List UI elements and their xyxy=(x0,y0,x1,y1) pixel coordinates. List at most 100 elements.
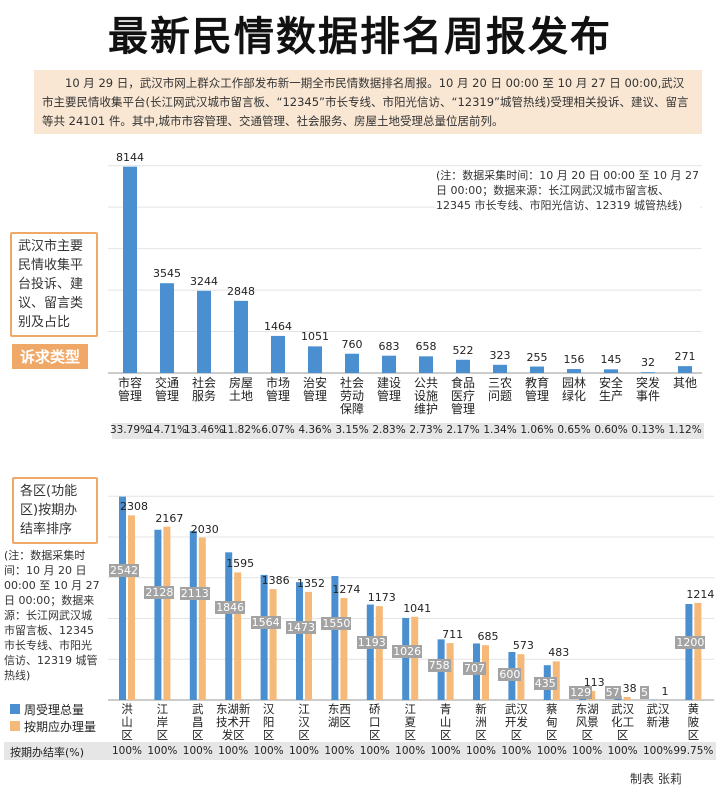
value-label: 38 xyxy=(622,681,637,695)
rate-label: 100% xyxy=(288,745,320,757)
share-label: 1.06% xyxy=(520,424,554,436)
rate-label: 100% xyxy=(359,745,390,757)
bar xyxy=(269,589,277,700)
category-label: 武昌区 xyxy=(192,702,204,742)
value-label: 1473 xyxy=(286,621,316,635)
share-label: 2.83% xyxy=(372,424,406,436)
bar xyxy=(198,537,206,700)
category-label: 新洲区 xyxy=(475,702,487,742)
value-label: 1 xyxy=(661,684,669,698)
rate-label: 100% xyxy=(536,745,567,757)
value-label: 483 xyxy=(548,646,570,660)
value-label: 156 xyxy=(563,353,585,367)
value-label: 2167 xyxy=(155,511,184,525)
bar xyxy=(493,364,507,373)
bar xyxy=(685,604,693,700)
bar xyxy=(411,616,419,700)
value-label: 573 xyxy=(512,639,534,653)
bar xyxy=(234,572,242,700)
category-label: 园林绿化 xyxy=(561,376,586,403)
chart-title: 各区(功能区)按期办结率排序 xyxy=(12,477,98,544)
value-label: 1352 xyxy=(297,576,325,590)
bar xyxy=(225,552,233,700)
rate-label: 100% xyxy=(501,745,532,757)
rate-label: 100% xyxy=(218,745,249,757)
value-label: 685 xyxy=(477,630,499,644)
bar xyxy=(366,604,374,700)
legend-swatch xyxy=(10,704,20,714)
value-label: 1595 xyxy=(226,557,255,571)
category-label: 食品医疗管理 xyxy=(450,376,475,416)
share-label: 33.79% xyxy=(109,424,151,436)
legend-label: 周受理总量 xyxy=(24,703,85,717)
category-label: 市容管理 xyxy=(117,376,142,403)
bar xyxy=(567,369,581,373)
category-label: 教育管理 xyxy=(524,376,549,403)
value-label: 1550 xyxy=(321,616,352,630)
rate-label: 100% xyxy=(395,745,426,757)
value-label: 658 xyxy=(415,340,437,354)
rate-label: 100% xyxy=(465,745,497,757)
category-label: 江岸区 xyxy=(156,702,169,742)
value-label: 760 xyxy=(341,337,363,351)
category-label: 硚口区 xyxy=(369,702,381,742)
category-label: 洪山区 xyxy=(121,702,133,742)
bar xyxy=(419,356,433,373)
rate-title: 按期办结率(%) xyxy=(10,746,85,759)
bar xyxy=(604,369,618,373)
rate-label: 100% xyxy=(324,745,355,757)
bar xyxy=(260,574,268,700)
bar xyxy=(128,515,135,700)
share-label: 2.17% xyxy=(446,424,480,436)
category-label: 社会劳动保障 xyxy=(339,376,364,416)
value-label: 1846 xyxy=(215,601,246,615)
value-label: 2113 xyxy=(179,586,210,600)
bar xyxy=(641,372,655,373)
category-label: 武汉化工区 xyxy=(611,702,635,742)
bar xyxy=(119,496,126,700)
share-label: 4.36% xyxy=(298,424,332,436)
bar xyxy=(296,582,303,700)
value-label: 600 xyxy=(498,667,522,681)
rate-label: 99.75% xyxy=(673,745,714,757)
tag: 诉求类型 xyxy=(12,344,89,369)
value-label: 1464 xyxy=(264,319,292,333)
value-label: 8144 xyxy=(116,150,144,164)
value-label: 271 xyxy=(674,350,696,364)
value-label: 711 xyxy=(442,628,464,642)
bar xyxy=(160,283,174,373)
value-label: 2128 xyxy=(144,585,175,599)
value-label: 435 xyxy=(533,676,557,690)
bar xyxy=(271,335,285,373)
value-label: 2848 xyxy=(227,284,255,298)
value-label: 707 xyxy=(463,662,486,676)
share-label: 3.15% xyxy=(335,424,369,436)
value-label: 323 xyxy=(489,348,511,362)
share-label: 2.73% xyxy=(409,424,443,436)
value-label: 683 xyxy=(378,339,400,353)
share-label: 6.07% xyxy=(261,424,295,436)
rate-label: 100% xyxy=(147,745,178,757)
value-label: 145 xyxy=(600,353,622,367)
bar xyxy=(340,598,348,700)
bar xyxy=(375,606,383,700)
category-label: 武汉新港 xyxy=(646,702,670,729)
category-label: 江夏区 xyxy=(404,702,416,742)
value-label: 1200 xyxy=(675,635,706,649)
bar xyxy=(530,366,544,373)
category-label: 治安管理 xyxy=(302,376,327,403)
bar xyxy=(305,591,312,700)
category-label: 东湖风景区 xyxy=(575,702,599,742)
value-label: 129 xyxy=(569,686,593,699)
intro: 10 月 29 日，武汉市网上群众工作部发布新一期全市民情数据排名周报。10 月… xyxy=(34,70,702,134)
rate-label: 100% xyxy=(253,745,284,757)
value-label: 1026 xyxy=(392,645,423,658)
category-label: 公共设施维护 xyxy=(413,376,438,416)
bar xyxy=(154,529,162,700)
value-label: 1051 xyxy=(301,330,329,344)
category-label: 东西湖区 xyxy=(327,702,351,729)
value-label: 758 xyxy=(427,659,451,673)
category-label: 房屋土地 xyxy=(228,376,253,403)
share-label: 0.65% xyxy=(557,424,591,436)
